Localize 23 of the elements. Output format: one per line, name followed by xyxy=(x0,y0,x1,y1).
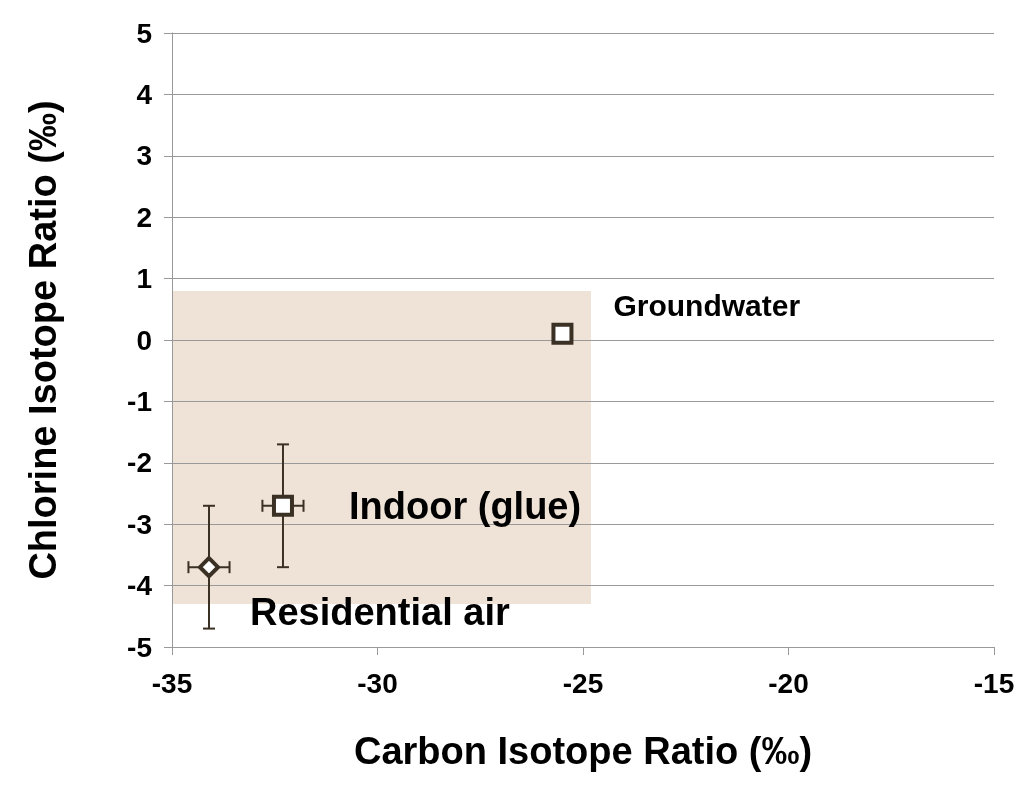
y-tick-label: -4 xyxy=(127,570,153,602)
y-tick-label: -2 xyxy=(127,447,152,479)
y-tick-label: -5 xyxy=(127,631,152,663)
x-axis-title: Carbon Isotope Ratio (‰) xyxy=(353,730,813,772)
x-tick-label: -35 xyxy=(151,667,193,699)
x-tick-label: -15 xyxy=(973,667,1015,699)
y-tick-label: 0 xyxy=(136,324,152,356)
y-tick-label: 4 xyxy=(136,78,153,110)
y-tick-label: 2 xyxy=(136,201,152,233)
y-tick-label: 5 xyxy=(136,17,152,49)
series-label: Residential air xyxy=(249,591,510,634)
y-tick-label: 3 xyxy=(136,140,152,172)
y-tick-label: 1 xyxy=(136,263,152,295)
series-label: Indoor (glue) xyxy=(348,484,582,527)
series-label: Groundwater xyxy=(613,289,801,323)
point xyxy=(551,322,574,345)
y-axis-title: Chlorine Isotope Ratio (‰) xyxy=(22,100,64,580)
x-tick-label: -30 xyxy=(357,667,398,699)
y-tick-label: -3 xyxy=(127,508,152,540)
y-tick-label: -1 xyxy=(127,385,152,417)
point xyxy=(271,494,294,517)
x-tick-label: -25 xyxy=(562,667,604,699)
x-tick-label: -20 xyxy=(768,667,809,699)
